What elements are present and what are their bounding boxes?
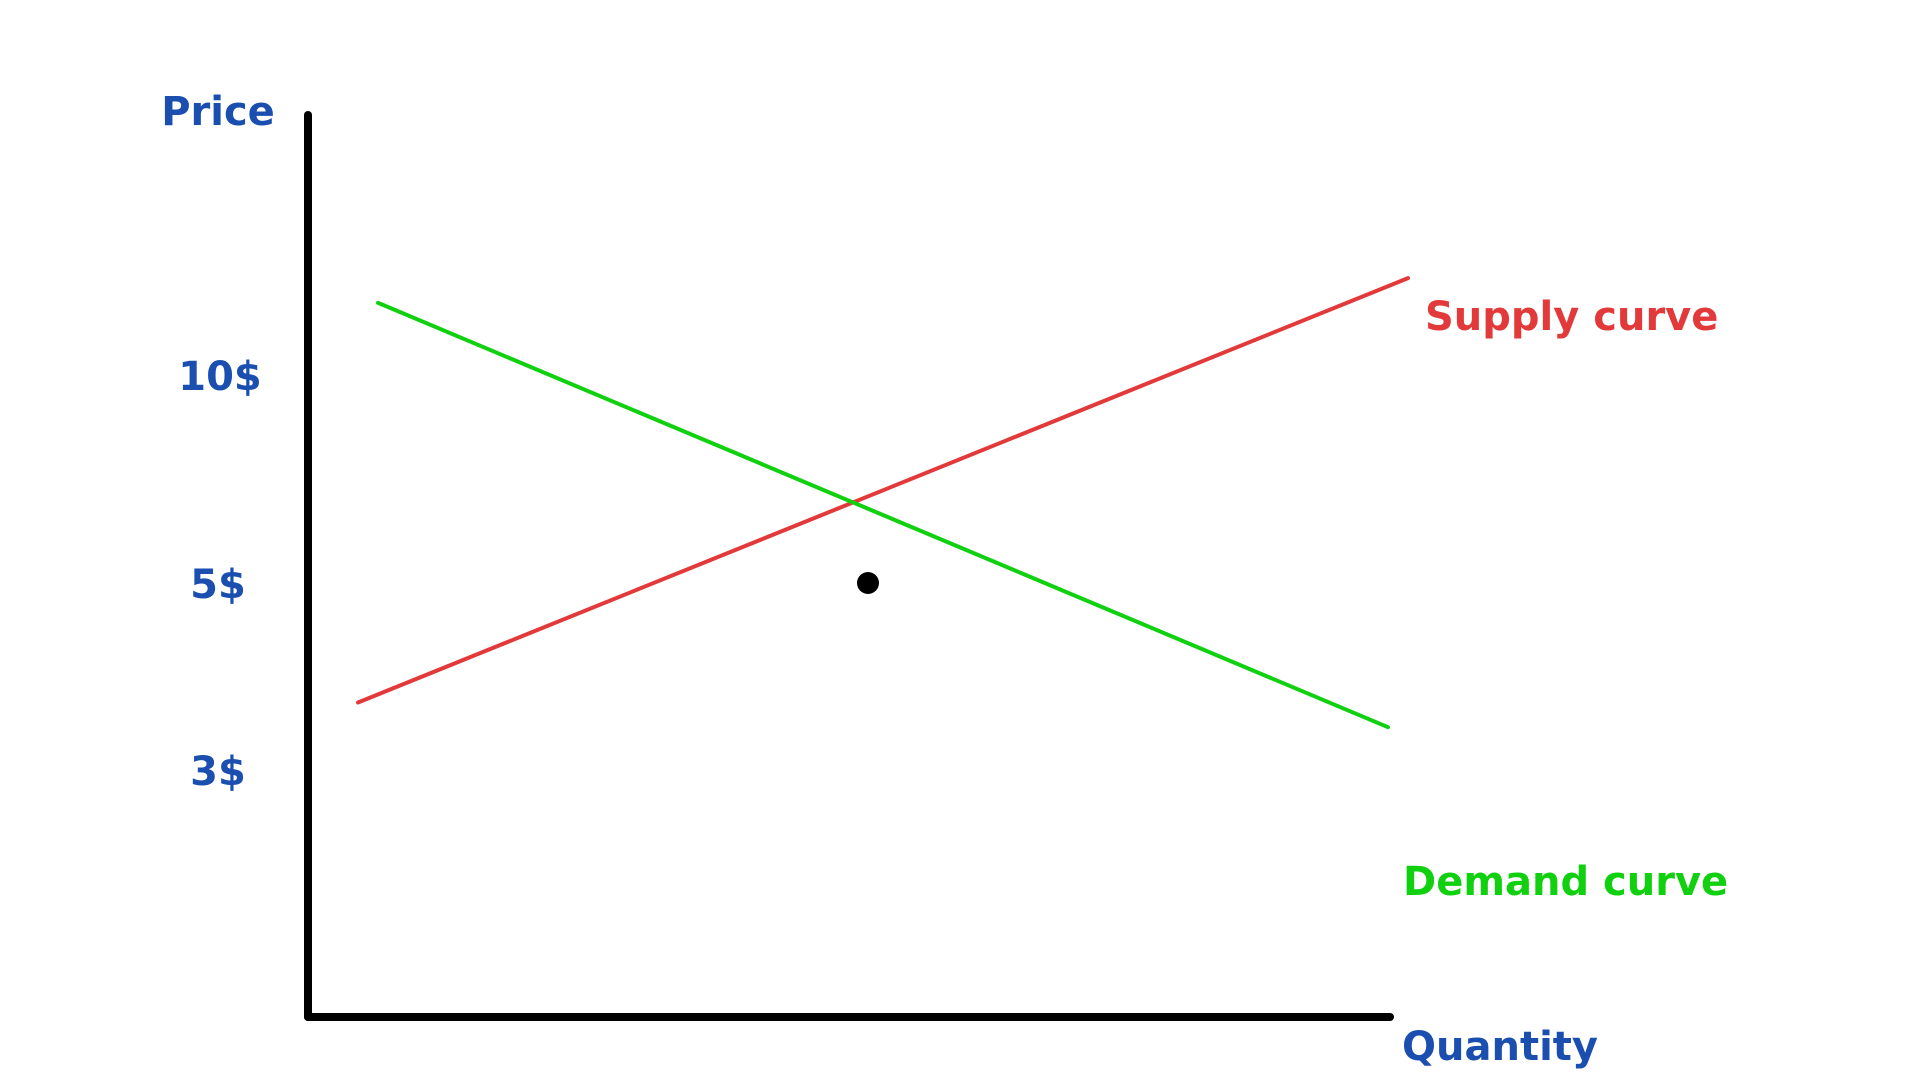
x-axis-title: Quantity [1402, 1024, 1598, 1070]
y-tick-label-3: 3$ [190, 749, 246, 795]
y-axis-title: Price [161, 89, 275, 135]
demand-curve-label: Demand curve [1403, 859, 1728, 905]
demand-curve-line [376, 300, 1390, 730]
equilibrium-point [857, 572, 879, 594]
supply-curve-label: Supply curve [1425, 294, 1718, 340]
y-tick-label-5: 5$ [190, 562, 246, 608]
y-tick-label-10: 10$ [178, 354, 262, 400]
supply-curve-line [356, 276, 1410, 705]
